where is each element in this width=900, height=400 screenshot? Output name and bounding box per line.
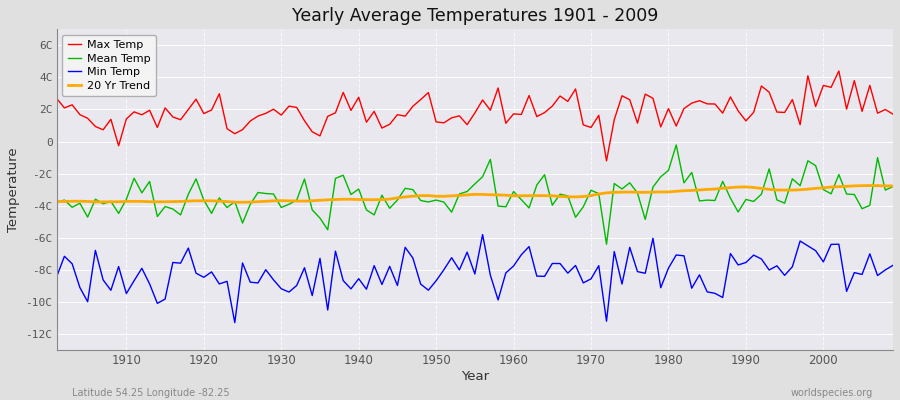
Title: Yearly Average Temperatures 1901 - 2009: Yearly Average Temperatures 1901 - 2009 — [292, 7, 658, 25]
20 Yr Trend — [338, 197, 348, 202]
Text: worldspecies.org: worldspecies.org — [791, 388, 873, 398]
Max Temp — [330, 110, 341, 115]
Max Temp — [833, 68, 844, 73]
Min Temp — [616, 282, 627, 286]
Mean Temp — [887, 184, 898, 189]
Mean Temp — [51, 200, 62, 205]
Max Temp — [284, 104, 294, 108]
20 Yr Trend — [237, 200, 248, 205]
Line: 20 Yr Trend: 20 Yr Trend — [57, 186, 893, 202]
20 Yr Trend — [113, 199, 124, 204]
Mean Temp — [284, 202, 294, 207]
Y-axis label: Temperature: Temperature — [7, 147, 20, 232]
20 Yr Trend — [292, 199, 302, 204]
Max Temp — [113, 143, 124, 148]
20 Yr Trend — [864, 183, 875, 188]
Legend: Max Temp, Mean Temp, Min Temp, 20 Yr Trend: Max Temp, Mean Temp, Min Temp, 20 Yr Tre… — [62, 35, 156, 96]
Mean Temp — [609, 181, 620, 186]
Line: Mean Temp: Mean Temp — [57, 145, 893, 244]
Max Temp — [601, 158, 612, 163]
Mean Temp — [113, 211, 124, 216]
Max Temp — [609, 117, 620, 122]
20 Yr Trend — [508, 193, 519, 198]
Min Temp — [292, 283, 302, 288]
Min Temp — [51, 274, 62, 279]
Min Temp — [338, 278, 348, 283]
Mean Temp — [670, 142, 681, 147]
Max Temp — [500, 121, 511, 126]
Min Temp — [524, 244, 535, 249]
Mean Temp — [601, 242, 612, 247]
Max Temp — [508, 112, 519, 116]
20 Yr Trend — [887, 184, 898, 188]
Min Temp — [113, 264, 124, 269]
20 Yr Trend — [51, 199, 62, 204]
Min Temp — [477, 232, 488, 237]
Line: Min Temp: Min Temp — [57, 234, 893, 323]
Line: Max Temp: Max Temp — [57, 71, 893, 161]
Min Temp — [887, 263, 898, 268]
Text: Latitude 54.25 Longitude -82.25: Latitude 54.25 Longitude -82.25 — [72, 388, 230, 398]
Mean Temp — [330, 176, 341, 181]
X-axis label: Year: Year — [461, 370, 489, 383]
Min Temp — [230, 320, 240, 325]
Mean Temp — [500, 204, 511, 209]
20 Yr Trend — [516, 193, 526, 198]
Mean Temp — [508, 189, 519, 194]
Min Temp — [516, 252, 526, 257]
Max Temp — [51, 96, 62, 101]
20 Yr Trend — [609, 190, 620, 195]
Max Temp — [887, 112, 898, 117]
